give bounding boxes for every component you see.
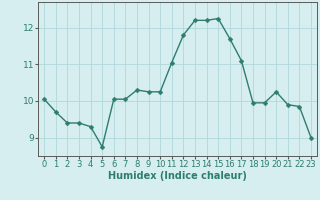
X-axis label: Humidex (Indice chaleur): Humidex (Indice chaleur) xyxy=(108,171,247,181)
